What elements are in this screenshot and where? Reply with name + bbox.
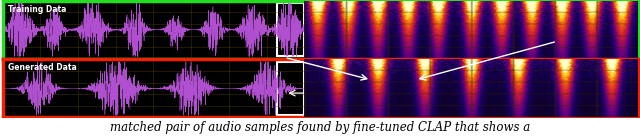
Bar xyxy=(277,62,305,115)
Bar xyxy=(540,63,575,114)
Text: Generated Data: Generated Data xyxy=(8,64,76,72)
Bar xyxy=(277,3,305,56)
Text: Stitching
Copies: Stitching Copies xyxy=(377,72,416,91)
Text: matched pair of audio samples found by fine-tuned CLAP that shows a: matched pair of audio samples found by f… xyxy=(110,121,530,134)
Text: Training Data: Training Data xyxy=(8,5,66,14)
Bar xyxy=(540,4,575,55)
